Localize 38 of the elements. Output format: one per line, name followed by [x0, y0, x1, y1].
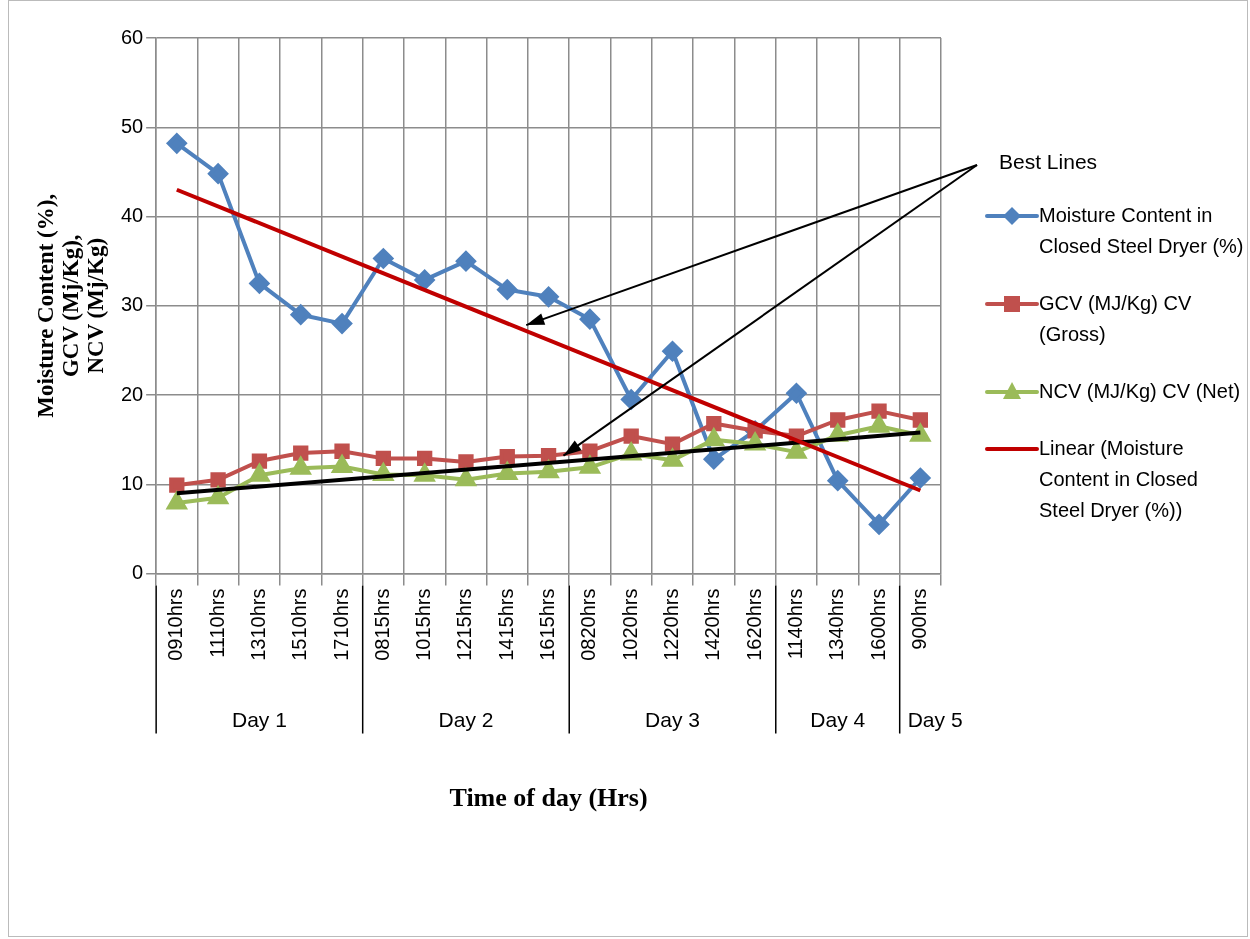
text: Day 4 — [810, 708, 866, 732]
x-tick-label: 1140hrs — [783, 588, 806, 660]
y-tick-label: 40 — [120, 204, 144, 227]
x-tick-label: 1220hrs — [660, 588, 683, 661]
legend-label: Linear (Moisture Content in Closed Steel Dryer (%)) — [1039, 436, 1199, 523]
x-tick-label: 1215hrs — [453, 588, 476, 661]
text: Day 3 — [645, 708, 700, 732]
y-tick-label: 10 — [120, 471, 144, 494]
x-tick-label: 1020hrs — [618, 588, 641, 661]
x-tick-label: 1420hrs — [701, 588, 724, 661]
x-axis-title: Time of day (Hrs) — [449, 783, 648, 813]
y-tick-label: 50 — [120, 114, 144, 137]
y-tick-label: 30 — [120, 293, 144, 316]
y-tick-label: 20 — [120, 382, 144, 405]
x-tick-label: 0820hrs — [577, 588, 600, 661]
x-tick-label: 1415hrs — [494, 588, 517, 661]
x-tick-label: 1110hrs — [205, 588, 228, 658]
text: Day 5 — [907, 708, 963, 732]
x-tick-label: 1710hrs — [329, 588, 352, 661]
legend-label: GCV (MJ/Kg) CV (Gross) — [1039, 291, 1193, 347]
x-tick-label: 1310hrs — [246, 588, 269, 661]
y-axis-title: Moisture Content (%), GCV (Mj/Kg), NCV (Mj/Kg) — [32, 193, 109, 418]
legend-label: Moisture Content in Closed Steel Dryer (%) — [1039, 203, 1245, 259]
legend-label: NCV (MJ/Kg) CV (Net) — [1039, 379, 1241, 404]
text: Best Lines — [999, 149, 1098, 173]
x-tick-label: 1340hrs — [825, 588, 848, 661]
y-tick-label: 60 — [120, 25, 144, 48]
x-tick-label: 1600hrs — [866, 588, 889, 661]
text: Day 2 — [438, 708, 494, 732]
x-tick-label: 900hrs — [907, 588, 930, 650]
x-tick-label: 0815hrs — [370, 588, 393, 661]
text: Day 1 — [231, 708, 287, 732]
x-tick-label: 1615hrs — [536, 588, 559, 661]
x-tick-label: 0910hrs — [164, 588, 187, 661]
y-tick-label: 0 — [132, 561, 144, 584]
x-tick-label: 1015hrs — [412, 588, 435, 661]
x-tick-label: 1620hrs — [742, 588, 765, 661]
x-tick-label: 1510hrs — [288, 588, 311, 661]
